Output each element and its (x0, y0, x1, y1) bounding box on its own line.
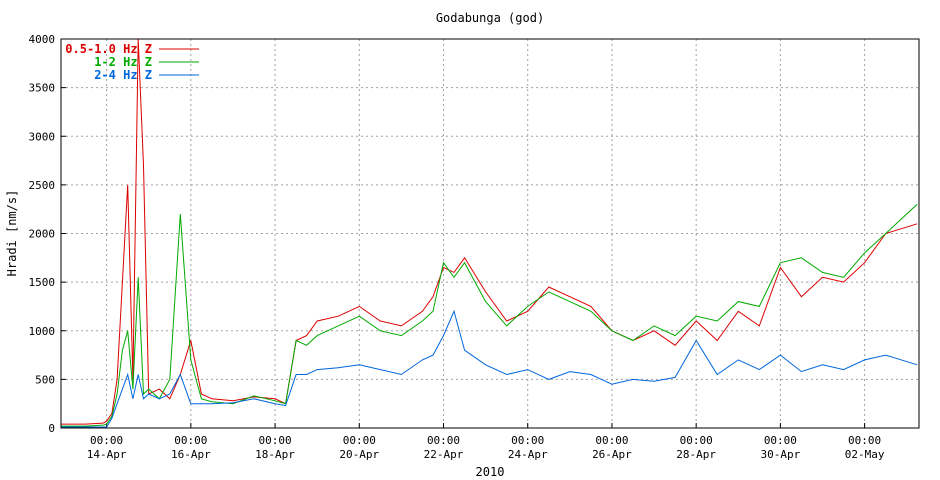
y-tick-label: 2500 (29, 179, 56, 192)
x-tick-date-label: 28-Apr (676, 448, 716, 461)
x-tick-time-label: 00:00 (427, 434, 460, 447)
x-tick-time-label: 00:00 (511, 434, 544, 447)
x-tick-time-label: 00:00 (343, 434, 376, 447)
x-tick-date-label: 30-Apr (761, 448, 801, 461)
y-axis-ticks: 0 500 1000 1500 2000 2500 3000 3500 4000 (29, 33, 66, 435)
x-tick-date-label: 14-Apr (87, 448, 127, 461)
y-tick-label: 0 (48, 422, 55, 435)
y-tick-label: 3500 (29, 82, 56, 95)
x-tick-date-label: 24-Apr (508, 448, 548, 461)
legend: 0.5-1.0 Hz Z1-2 Hz Z2-4 Hz Z (65, 42, 199, 82)
plot-frame (60, 38, 920, 429)
series-line-3 (61, 309, 918, 428)
x-axis-ticks: 00:0014-Apr00:0016-Apr00:0018-Apr00:0020… (87, 423, 885, 461)
legend-label: 1-2 Hz Z (94, 55, 152, 69)
y-tick-label: 2000 (29, 228, 56, 241)
y-tick-label: 500 (35, 373, 55, 386)
series-line-2 (61, 203, 918, 427)
x-tick-time-label: 00:00 (764, 434, 797, 447)
x-tick-time-label: 00:00 (595, 434, 628, 447)
x-tick-date-label: 16-Apr (171, 448, 211, 461)
legend-label: 2-4 Hz Z (94, 68, 152, 82)
chart-title: Godabunga (god) (436, 11, 544, 25)
x-axis-label: 2010 (476, 465, 505, 479)
x-tick-date-label: 18-Apr (255, 448, 295, 461)
x-tick-time-label: 00:00 (258, 434, 291, 447)
x-tick-date-label: 22-Apr (424, 448, 464, 461)
x-tick-time-label: 00:00 (90, 434, 123, 447)
x-tick-time-label: 00:00 (680, 434, 713, 447)
x-tick-date-label: 02-May (845, 448, 885, 461)
y-tick-label: 3000 (29, 130, 56, 143)
x-tick-time-label: 00:00 (174, 434, 207, 447)
series-layer (61, 38, 918, 428)
y-tick-label: 4000 (29, 33, 56, 46)
x-tick-date-label: 20-Apr (339, 448, 379, 461)
y-axis-label: Hradi [nm/s] (5, 190, 19, 277)
grid-lines (61, 39, 919, 428)
legend-label: 0.5-1.0 Hz Z (65, 42, 152, 56)
x-tick-date-label: 26-Apr (592, 448, 632, 461)
y-tick-label: 1500 (29, 276, 56, 289)
y-tick-label: 1000 (29, 325, 56, 338)
x-tick-time-label: 00:00 (848, 434, 881, 447)
